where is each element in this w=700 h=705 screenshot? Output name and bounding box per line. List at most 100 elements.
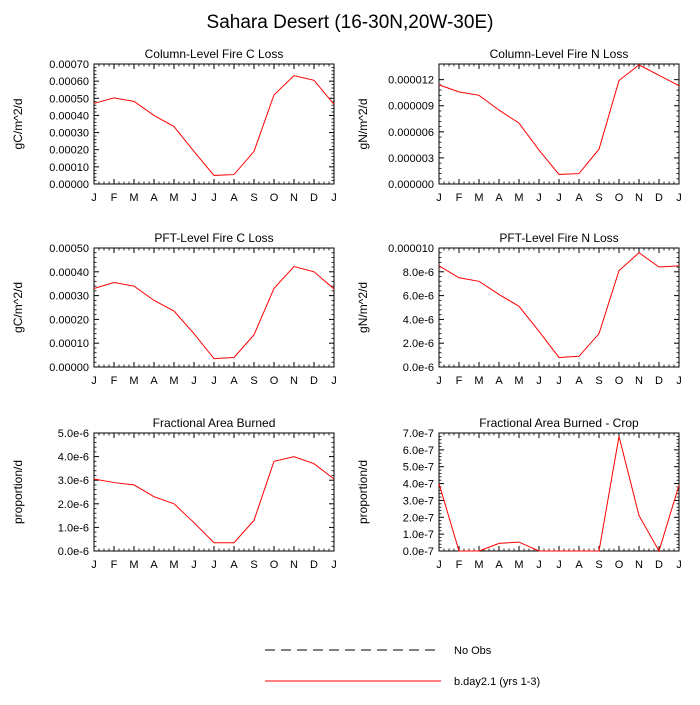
chart-panel-6: Fractional Area Burned - Crop proportion/… xyxy=(356,416,682,571)
y-tick-label: 0.00050 xyxy=(49,243,89,255)
x-tick-label: M xyxy=(474,375,483,387)
x-tick-label: M xyxy=(474,192,483,204)
y-tick-label: 7.0e-7 xyxy=(403,428,434,440)
y-tick-label: 1.0e-6 xyxy=(58,522,89,534)
x-tick-label: J xyxy=(536,375,542,387)
x-tick-label: N xyxy=(290,375,298,387)
x-tick-label: N xyxy=(290,559,298,571)
x-tick-label: F xyxy=(111,192,118,204)
x-tick-label: J xyxy=(331,375,337,387)
y-axis-label: proportion/d xyxy=(356,460,370,524)
x-tick-label: J xyxy=(331,192,337,204)
x-tick-label: F xyxy=(111,559,118,571)
y-tick-label: 0.000012 xyxy=(388,75,434,87)
x-tick-label: O xyxy=(270,375,279,387)
x-tick-label: J xyxy=(676,192,682,204)
x-tick-label: S xyxy=(250,375,257,387)
series-line-1 xyxy=(93,265,335,360)
x-tick-label: O xyxy=(270,192,279,204)
x-tick-label: J xyxy=(556,559,562,571)
y-tick-label: 0.00010 xyxy=(49,162,89,174)
y-tick-label: 0.00040 xyxy=(49,110,89,122)
y-tick-label: 0.00040 xyxy=(49,267,89,279)
x-tick-label: A xyxy=(495,559,503,571)
x-tick-label: J xyxy=(556,375,562,387)
x-tick-label: O xyxy=(270,559,279,571)
x-tick-label: N xyxy=(635,559,643,571)
y-axis-label: gC/m^2/d xyxy=(11,99,25,150)
chart-title: PFT-Level Fire N Loss xyxy=(499,231,618,245)
x-tick-label: M xyxy=(514,559,523,571)
y-tick-label: 0.00020 xyxy=(49,145,89,157)
x-tick-label: J xyxy=(211,192,217,204)
y-tick-label: 5.0e-7 xyxy=(403,462,434,474)
x-tick-label: M xyxy=(514,192,523,204)
chart-title: Column-Level Fire N Loss xyxy=(490,47,629,61)
chart-title: PFT-Level Fire C Loss xyxy=(154,231,273,245)
legend: No Obs b.day2.1 (yrs 1-3) xyxy=(265,645,540,688)
y-tick-label: 4.0e-7 xyxy=(403,479,434,491)
x-tick-label: A xyxy=(230,559,238,571)
x-tick-label: J xyxy=(436,192,442,204)
x-tick-label: D xyxy=(310,559,318,571)
x-tick-label: A xyxy=(150,192,158,204)
x-tick-label: A xyxy=(150,375,158,387)
x-tick-label: M xyxy=(514,375,523,387)
chart-title: Fractional Area Burned - Crop xyxy=(479,416,639,430)
y-tick-label: 0.00070 xyxy=(49,59,89,71)
x-tick-label: J xyxy=(556,192,562,204)
y-tick-label: 0.0e-6 xyxy=(58,546,89,558)
x-tick-label: A xyxy=(575,375,583,387)
x-tick-label: J xyxy=(91,559,97,571)
y-tick-label: 0.000003 xyxy=(388,153,434,165)
x-tick-label: D xyxy=(655,192,663,204)
y-tick-label: 0.00010 xyxy=(49,338,89,350)
y-tick-label: 3.0e-7 xyxy=(403,495,434,507)
x-tick-label: J xyxy=(91,375,97,387)
x-tick-label: A xyxy=(495,192,503,204)
plot-frame xyxy=(93,247,335,368)
x-tick-label: O xyxy=(615,375,624,387)
x-tick-label: F xyxy=(456,559,463,571)
x-tick-label: M xyxy=(169,375,178,387)
y-tick-label: 3.0e-6 xyxy=(58,475,89,487)
x-tick-label: J xyxy=(191,375,197,387)
plot-frame xyxy=(438,247,680,368)
x-tick-label: J xyxy=(676,559,682,571)
x-tick-label: S xyxy=(250,192,257,204)
x-tick-label: M xyxy=(169,192,178,204)
y-axis-label: gN/m^2/d xyxy=(356,99,370,150)
y-axis-label: gN/m^2/d xyxy=(356,282,370,333)
y-tick-label: 2.0e-6 xyxy=(58,499,89,511)
x-tick-label: A xyxy=(150,559,158,571)
x-tick-label: S xyxy=(595,192,602,204)
legend-label-2: b.day2.1 (yrs 1-3) xyxy=(454,676,540,688)
chart-title: Fractional Area Burned xyxy=(153,416,276,430)
x-tick-label: M xyxy=(129,375,138,387)
y-tick-label: 1.0e-7 xyxy=(403,529,434,541)
x-tick-label: A xyxy=(230,375,238,387)
x-tick-label: F xyxy=(111,375,118,387)
x-tick-label: J xyxy=(436,559,442,571)
x-tick-label: J xyxy=(331,559,337,571)
y-tick-label: 4.0e-6 xyxy=(58,452,89,464)
plot-frame xyxy=(438,432,680,552)
series-line-1 xyxy=(93,456,335,544)
y-tick-label: 0.00020 xyxy=(49,314,89,326)
x-tick-label: F xyxy=(456,192,463,204)
series-line-1 xyxy=(438,436,680,553)
x-tick-label: A xyxy=(575,192,583,204)
x-tick-label: J xyxy=(536,559,542,571)
plot-frame xyxy=(438,63,680,185)
x-tick-label: D xyxy=(310,375,318,387)
plot-frame xyxy=(93,432,335,552)
y-tick-label: 0.0e-6 xyxy=(403,362,434,374)
x-tick-label: D xyxy=(655,375,663,387)
x-tick-label: J xyxy=(191,559,197,571)
x-tick-label: J xyxy=(536,192,542,204)
y-axis-label: gC/m^2/d xyxy=(11,282,25,333)
